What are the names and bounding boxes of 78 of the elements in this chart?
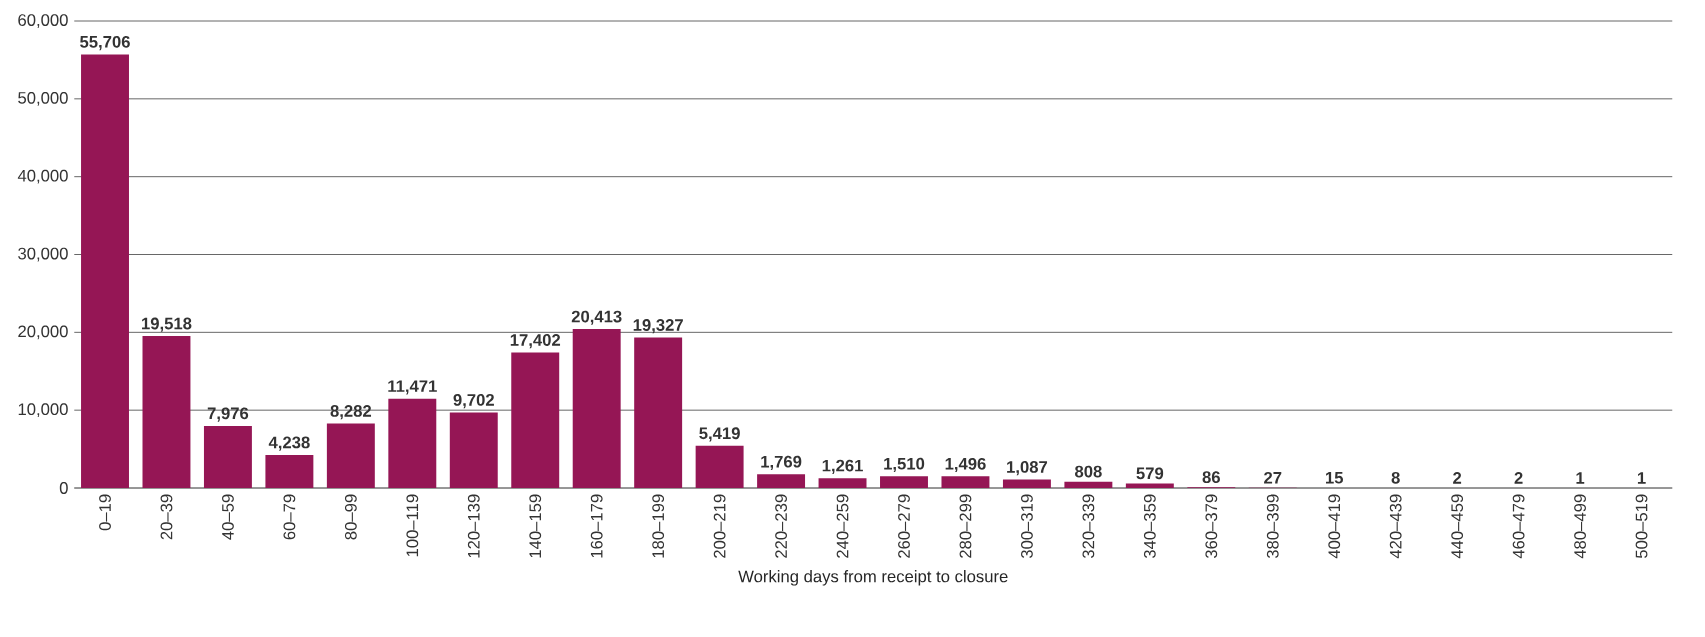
data-label: 15 xyxy=(1326,472,1344,484)
x-tick-label: 500–519 xyxy=(1635,494,1648,559)
bar xyxy=(634,337,683,488)
y-tick-label: 50,000 xyxy=(18,91,68,106)
y-tick-label: 10,000 xyxy=(18,403,68,418)
data-label: 86 xyxy=(1202,471,1220,484)
x-tick-label: 60–79 xyxy=(283,494,296,540)
data-label: 7,976 xyxy=(207,407,249,422)
x-tick-label: 140–159 xyxy=(529,494,542,558)
data-label: 1,769 xyxy=(761,455,802,470)
x-tick-label: 20–39 xyxy=(160,494,173,540)
x-tick-label: 120–139 xyxy=(467,494,480,558)
data-label: 5,419 xyxy=(699,427,740,442)
data-label: 1,496 xyxy=(945,457,986,473)
bar xyxy=(1125,483,1174,488)
x-tick-label: 220–239 xyxy=(775,494,787,558)
y-tick-label: 60,000 xyxy=(18,14,68,28)
y-tick-label: 30,000 xyxy=(18,247,68,262)
x-tick-label: 340–359 xyxy=(1143,494,1156,559)
bar xyxy=(1002,479,1051,488)
data-label: 579 xyxy=(1136,467,1164,480)
bar xyxy=(203,425,252,488)
x-tick-label: 80–99 xyxy=(344,494,357,540)
bar xyxy=(695,445,744,488)
data-label: 19,518 xyxy=(142,317,192,332)
data-label: 1,510 xyxy=(884,457,925,472)
bar xyxy=(818,478,867,488)
x-tick-label: 300–319 xyxy=(1021,494,1033,559)
data-label: 8,282 xyxy=(330,405,372,420)
x-tick-label: 280–299 xyxy=(959,494,972,558)
bar xyxy=(941,476,990,488)
bar xyxy=(81,54,129,488)
x-tick-label: 320–339 xyxy=(1082,494,1095,559)
x-tick-label: 420–439 xyxy=(1389,494,1402,559)
x-tick-label: 200–219 xyxy=(713,494,726,558)
bar xyxy=(511,352,560,488)
x-tick-label: 40–59 xyxy=(222,494,234,540)
bar xyxy=(757,474,806,488)
bar xyxy=(142,336,191,488)
y-tick-label: 20,000 xyxy=(18,325,68,340)
data-label: 4,238 xyxy=(268,436,310,451)
data-label: 1,087 xyxy=(1007,461,1048,476)
data-label: 1,261 xyxy=(822,459,863,474)
data-label: 1 xyxy=(1637,472,1646,484)
x-tick-label: 160–179 xyxy=(590,494,603,558)
data-label: 55,706 xyxy=(80,35,130,51)
x-tick-label: 100–119 xyxy=(406,494,419,557)
data-label: 27 xyxy=(1264,471,1282,484)
bar xyxy=(326,423,375,488)
x-tick-label: 460–479 xyxy=(1512,494,1525,559)
data-label: 808 xyxy=(1075,465,1102,478)
x-tick-label: 260–279 xyxy=(898,494,910,558)
x-tick-label: 480–499 xyxy=(1574,494,1586,559)
data-label: 8 xyxy=(1391,471,1400,484)
bar xyxy=(265,455,314,488)
x-tick-label: 440–459 xyxy=(1451,494,1464,559)
x-tick-label: 380–399 xyxy=(1266,494,1279,559)
x-tick-label: 240–259 xyxy=(836,494,849,558)
data-label: 20,413 xyxy=(571,310,622,325)
bar xyxy=(449,412,498,488)
x-tick-label: 180–199 xyxy=(652,494,665,558)
x-axis-title: Working days from receipt to closure xyxy=(738,570,1008,586)
data-label: 11,471 xyxy=(388,380,437,395)
bar xyxy=(880,476,928,488)
data-label: 9,702 xyxy=(453,394,494,409)
data-label: 1 xyxy=(1576,472,1585,484)
data-label: 2 xyxy=(1514,472,1523,484)
y-tick-label: 0 xyxy=(59,482,68,494)
bar xyxy=(1064,481,1113,488)
data-label: 2 xyxy=(1453,472,1462,484)
data-label: 17,402 xyxy=(510,334,561,349)
x-tick-label: 400–419 xyxy=(1328,494,1341,559)
data-label: 19,327 xyxy=(633,319,683,334)
bar xyxy=(388,398,437,488)
bar xyxy=(572,329,621,488)
y-tick-label: 40,000 xyxy=(17,169,68,184)
x-tick-label: 360–379 xyxy=(1205,494,1218,559)
x-tick-label: 0–19 xyxy=(99,494,111,531)
